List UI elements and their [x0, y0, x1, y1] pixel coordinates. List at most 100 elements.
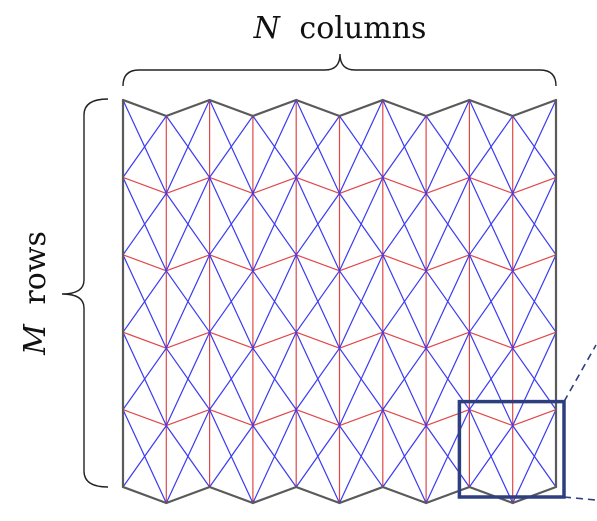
valley-crease-zigzag	[295, 409, 341, 427]
boundary-bottom-edge	[295, 485, 341, 505]
mountain-crease-diagonal	[382, 192, 427, 256]
valley-crease-zigzag	[165, 254, 211, 272]
valley-crease-zigzag	[252, 254, 297, 272]
mountain-crease-diagonal	[295, 115, 341, 178]
boundary-top-edge	[338, 98, 384, 118]
mountain-crease-diagonal	[209, 192, 254, 256]
mountain-crease-diagonal	[425, 409, 470, 504]
boundary-top-edge	[511, 98, 558, 118]
columns-label: N columns	[253, 11, 427, 46]
mountain-crease-diagonal	[512, 99, 557, 194]
valley-crease-zigzag	[122, 254, 167, 272]
valley-crease-zigzag	[209, 176, 254, 194]
valley-crease-zigzag	[512, 176, 557, 194]
mountain-crease-diagonal	[338, 331, 384, 427]
mountain-crease-diagonal	[512, 176, 557, 272]
mountain-crease-diagonal	[338, 254, 384, 349]
boundary-top-edge	[425, 98, 471, 118]
valley-crease-zigzag	[209, 254, 254, 272]
valley-crease-zigzag	[468, 176, 514, 194]
valley-creases	[122, 99, 557, 504]
mountain-crease-diagonal	[122, 115, 167, 178]
mountain-crease-diagonal	[165, 254, 211, 349]
valley-crease-zigzag	[382, 331, 427, 349]
valley-crease-zigzag	[165, 331, 211, 349]
boundary-top-edge	[381, 98, 428, 118]
valley-crease-zigzag	[122, 176, 167, 194]
rows-variable: M	[18, 323, 53, 356]
mountain-crease-diagonal	[382, 347, 427, 411]
valley-crease-zigzag	[425, 176, 470, 194]
boundary-top-edge	[295, 98, 341, 118]
mountain-crease-diagonal	[338, 99, 384, 194]
valley-crease-zigzag	[512, 254, 557, 272]
valley-crease-zigzag	[468, 254, 514, 272]
boundary-top-edge	[121, 98, 168, 118]
columns-variable: N	[253, 11, 282, 46]
boundary-bottom-edge	[468, 485, 514, 505]
mountain-crease-diagonal	[122, 425, 167, 488]
valley-crease-zigzag	[425, 254, 470, 272]
rows-label: M rows	[18, 231, 53, 356]
valley-crease-zigzag	[425, 409, 470, 427]
valley-crease-zigzag	[468, 331, 514, 349]
mountain-crease-diagonal	[468, 347, 514, 411]
valley-crease-zigzag	[252, 409, 297, 427]
mountain-crease-diagonal	[209, 347, 254, 411]
columns-word: columns	[299, 11, 426, 46]
valley-crease-zigzag	[295, 331, 341, 349]
mountain-crease-diagonal	[165, 331, 211, 427]
valley-crease-zigzag	[338, 331, 384, 349]
mountain-crease-diagonal	[295, 425, 341, 488]
mountain-crease-diagonal	[382, 270, 427, 333]
valley-crease-zigzag	[338, 176, 384, 194]
boundary-bottom-edge	[381, 485, 428, 505]
valley-crease-zigzag	[165, 176, 211, 194]
mountain-crease-diagonal	[122, 192, 167, 256]
boundary-bottom-edge	[338, 485, 384, 505]
valley-crease-zigzag	[425, 331, 470, 349]
valley-crease-zigzag	[512, 409, 557, 427]
highlight-unit-cell-box	[457, 399, 566, 499]
mountain-crease-diagonal	[209, 425, 254, 488]
valley-crease-zigzag	[252, 176, 297, 194]
mountain-crease-diagonal	[468, 270, 514, 333]
mountain-crease-diagonal	[512, 254, 557, 349]
pattern-boundary	[121, 98, 558, 505]
mountain-crease-diagonal	[295, 270, 341, 333]
mountain-crease-diagonal	[338, 409, 384, 504]
valley-crease-zigzag	[122, 409, 167, 427]
mountain-crease-diagonal	[382, 425, 427, 488]
mountain-crease-diagonal	[122, 347, 167, 411]
valley-crease-zigzag	[295, 254, 341, 272]
zoom-leader-bottom	[563, 496, 597, 501]
boundary-top-edge	[468, 98, 514, 118]
boundary-bottom-edge	[511, 485, 558, 505]
mountain-crease-diagonal	[295, 347, 341, 411]
valley-crease-zigzag	[295, 176, 341, 194]
valley-crease-zigzag	[165, 409, 211, 427]
zoom-leader-top	[563, 344, 597, 402]
mountain-crease-diagonal	[295, 192, 341, 256]
mountain-creases	[122, 99, 557, 504]
boundary-bottom-edge	[165, 485, 211, 505]
mountain-crease-diagonal	[165, 99, 211, 194]
mountain-crease-diagonal	[209, 270, 254, 333]
mountain-crease-diagonal	[468, 115, 514, 178]
valley-crease-zigzag	[338, 409, 384, 427]
mountain-crease-diagonal	[252, 409, 297, 504]
mountain-crease-diagonal	[252, 331, 297, 427]
mountain-crease-diagonal	[338, 176, 384, 272]
boundary-bottom-edge	[425, 485, 471, 505]
mountain-crease-diagonal	[252, 99, 297, 194]
mountain-crease-diagonal	[252, 176, 297, 272]
rows-brace	[61, 98, 109, 488]
mountain-crease-diagonal	[425, 254, 470, 349]
mountain-crease-diagonal	[165, 409, 211, 504]
mountain-crease-diagonal	[468, 425, 514, 488]
mountain-crease-diagonal	[425, 331, 470, 427]
mountain-crease-diagonal	[512, 409, 557, 504]
mountain-crease-diagonal	[425, 176, 470, 272]
valley-crease-zigzag	[209, 409, 254, 427]
